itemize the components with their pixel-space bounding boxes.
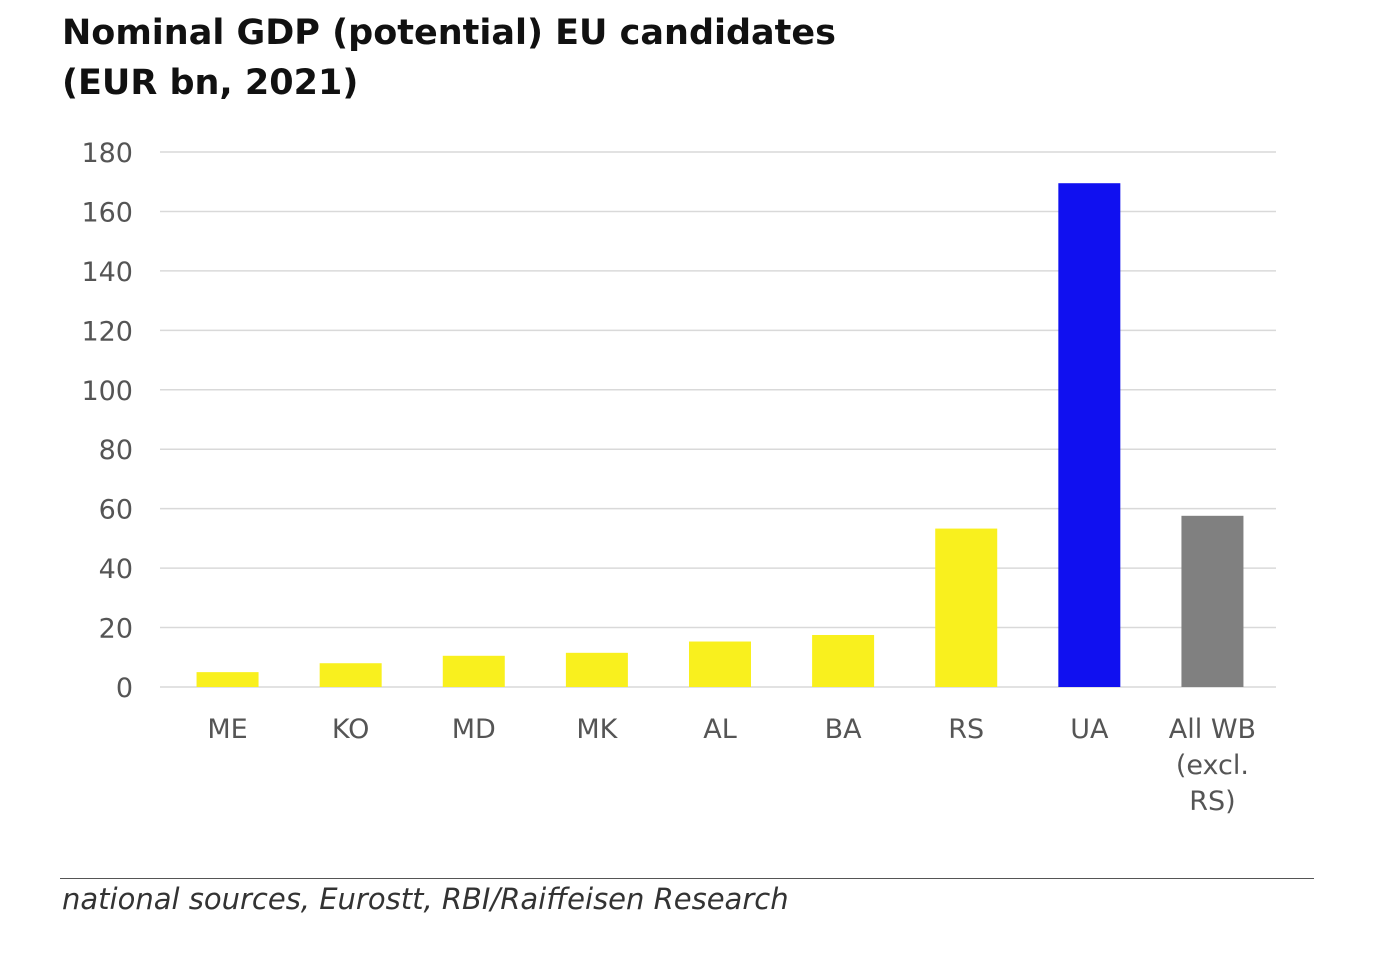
x-axis-category-labels: ME KO MD MK AL BA RS UA All WB (excl. RS) [207, 714, 1256, 817]
x-category-label: MK [576, 714, 618, 745]
x-category-label: RS [948, 714, 984, 745]
bar [812, 634, 875, 687]
x-category-label: ME [207, 714, 247, 745]
source-divider [60, 878, 1314, 879]
chart-title-line-1: Nominal GDP (potential) EU candidates [62, 13, 836, 53]
x-category-label: BA [825, 714, 863, 745]
y-tick-label: 40 [99, 554, 133, 585]
y-tick-label: 60 [99, 495, 133, 526]
y-tick-label: 160 [81, 197, 133, 228]
bars [196, 183, 1244, 688]
bar [565, 652, 628, 687]
y-tick-label: 100 [81, 376, 133, 407]
x-category-label: UA [1070, 714, 1109, 745]
bar [1181, 515, 1244, 687]
y-tick-label: 80 [99, 435, 133, 466]
bar [935, 528, 998, 687]
x-category-label: MD [452, 714, 496, 745]
x-category-label: All WB (excl. RS) [1169, 714, 1256, 817]
bar [319, 663, 382, 687]
x-category-label: AL [703, 714, 737, 745]
chart-title-line-2: (EUR bn, 2021) [62, 63, 359, 103]
bar [196, 672, 259, 687]
chart-title: Nominal GDP (potential) EU candidates (E… [62, 8, 962, 108]
y-tick-label: 0 [116, 673, 133, 704]
x-category-label: KO [332, 714, 369, 745]
y-tick-label: 140 [81, 257, 133, 288]
y-axis-tick-labels: 0 20 40 60 80 100 120 140 160 180 [81, 138, 133, 704]
bar [1058, 183, 1121, 688]
bar-chart: 0 20 40 60 80 100 120 140 160 180 ME KO MD MK AL BA RS U… [81, 138, 1276, 817]
bar [689, 641, 751, 687]
source-note: national sources, Eurostt, RBI/Raiffeise… [62, 882, 789, 916]
bar [442, 655, 505, 687]
y-tick-label: 180 [81, 138, 133, 169]
y-tick-label: 120 [81, 316, 133, 347]
y-tick-label: 20 [99, 614, 133, 645]
